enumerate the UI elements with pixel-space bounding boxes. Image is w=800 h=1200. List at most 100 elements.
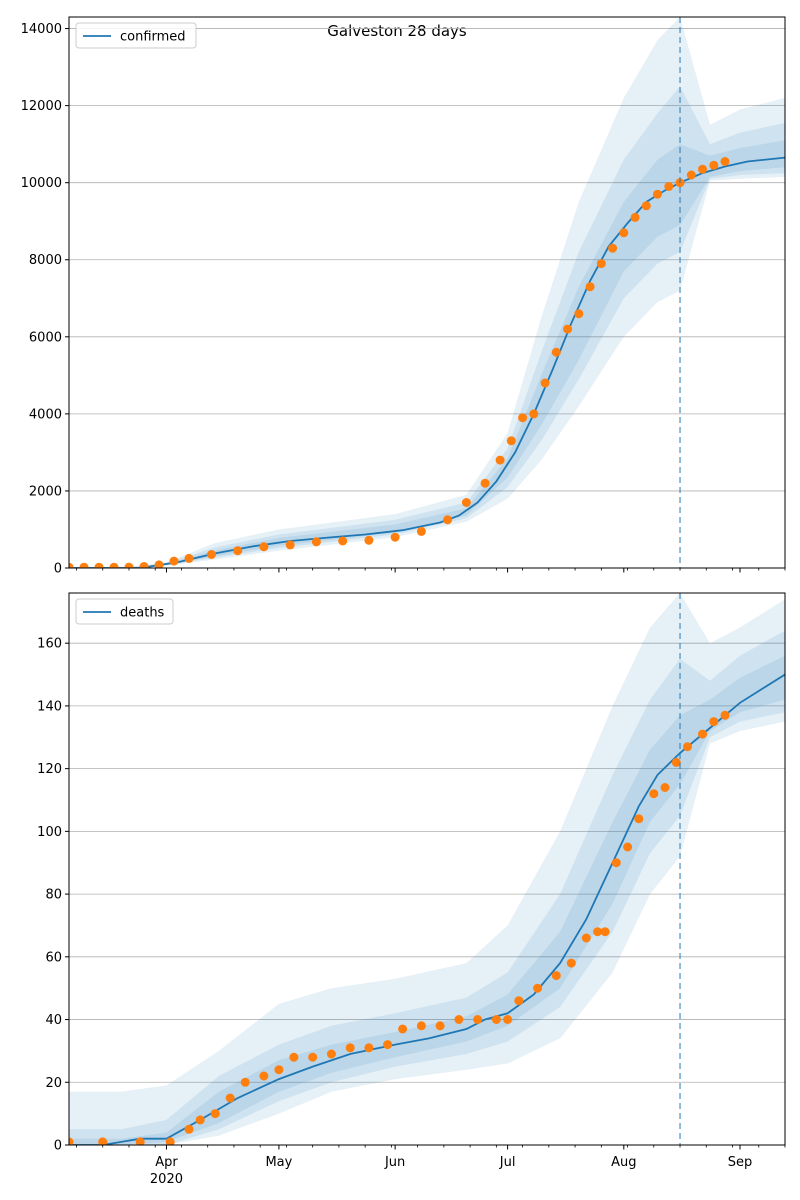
observed-point <box>165 1137 175 1145</box>
legend-label: deaths <box>120 606 165 621</box>
observed-point <box>720 157 730 166</box>
observed-point <box>461 498 471 507</box>
x-tick-label: Aug <box>611 1155 636 1170</box>
y-tick-label: 8000 <box>29 253 62 268</box>
observed-point <box>338 536 348 546</box>
observed-point <box>623 842 633 852</box>
observed-point <box>184 553 194 563</box>
legend: confirmed <box>75 22 197 49</box>
observed-point <box>383 1040 393 1050</box>
y-tick-label: 60 <box>45 950 62 965</box>
observed-point <box>416 1021 426 1031</box>
observed-point <box>289 1052 299 1062</box>
x-tick-label: Sep <box>728 1155 753 1170</box>
observed-point <box>345 1043 355 1053</box>
observed-point <box>398 1024 408 1034</box>
observed-point <box>109 562 119 568</box>
observed-point <box>660 783 670 792</box>
observed-point <box>533 983 543 993</box>
observed-point <box>195 1115 205 1125</box>
observed-point <box>529 409 539 419</box>
deaths-panel: 0 20 40 60 80 100 120 140 160 Apr 2020 May Jun Jul Aug… <box>37 592 786 1187</box>
observed-point <box>285 540 295 550</box>
y-tick-label: 2000 <box>29 484 62 499</box>
observed-point <box>233 546 243 556</box>
axes-frame <box>68 16 786 569</box>
observed-point <box>664 182 674 191</box>
x-tick-label: Apr <box>155 1155 178 1170</box>
observed-point <box>207 550 216 559</box>
observed-point <box>69 562 74 568</box>
observed-point <box>495 455 505 465</box>
fit-line <box>69 673 785 1145</box>
observed-point <box>416 526 426 536</box>
observed-point <box>698 729 707 739</box>
observed-point <box>169 556 179 566</box>
y-tick-label: 160 <box>37 637 62 652</box>
observed-point <box>98 1137 108 1145</box>
observed-point <box>600 927 610 937</box>
y-tick-label: 12000 <box>21 99 62 114</box>
observed-point <box>709 160 719 170</box>
uncertainty-band-1 <box>69 17 785 568</box>
uncertainty-band-3 <box>69 140 785 568</box>
observed-point <box>454 1015 464 1024</box>
observed-point <box>139 562 149 568</box>
observed-point <box>634 814 644 824</box>
observed-point <box>326 1049 336 1059</box>
observed-point <box>124 562 134 568</box>
observed-point <box>551 347 561 357</box>
figure-title: Galveston 28 days <box>327 22 467 40</box>
observed-point <box>581 933 591 943</box>
observed-point <box>240 1077 250 1087</box>
uncertainty-band-2 <box>69 630 785 1145</box>
observed-point <box>94 562 104 568</box>
y-tick-label: 14000 <box>21 22 62 37</box>
observed-point <box>506 436 516 446</box>
observed-point <box>551 971 561 981</box>
y-tick-label: 0 <box>54 562 62 577</box>
observed-point <box>653 189 662 199</box>
observed-point <box>443 515 453 525</box>
observed-point <box>514 996 524 1006</box>
observed-point <box>641 201 651 211</box>
observed-point <box>259 542 269 552</box>
observed-point <box>491 1015 501 1024</box>
observed-point <box>518 413 528 423</box>
y-tick-label: 6000 <box>29 330 62 345</box>
observed-point <box>563 324 573 334</box>
observed-point <box>308 1052 318 1062</box>
observed-point <box>480 478 490 488</box>
observed-point <box>671 757 681 767</box>
observed-point <box>154 560 164 568</box>
observed-point <box>596 259 606 269</box>
observed-point <box>593 927 603 937</box>
uncertainty-band-3 <box>69 655 785 1145</box>
observed-point <box>135 1137 145 1145</box>
axes-frame <box>68 592 786 1146</box>
observed-point <box>225 1093 235 1103</box>
y-tick-label: 0 <box>54 1139 62 1154</box>
observed-point <box>611 858 621 868</box>
legend: deaths <box>75 598 174 625</box>
observed-point <box>619 228 629 238</box>
observed-point <box>709 717 719 727</box>
observed-point <box>364 1043 374 1053</box>
y-tick-label: 4000 <box>29 407 62 422</box>
observed-point <box>649 789 659 799</box>
observed-point <box>473 1015 483 1024</box>
observed-point <box>311 537 321 547</box>
observed-point <box>79 562 89 568</box>
y-tick-label: 20 <box>45 1076 62 1091</box>
observed-point <box>698 164 707 174</box>
observed-point <box>69 1137 74 1145</box>
y-tick-label: 80 <box>45 888 62 903</box>
observed-point <box>435 1021 445 1031</box>
observed-point <box>585 282 595 292</box>
legend-box <box>75 598 174 625</box>
observed-point <box>686 170 696 180</box>
x-tick-label: May <box>265 1155 292 1170</box>
observed-point <box>259 1071 269 1081</box>
observed-point <box>184 1124 194 1134</box>
